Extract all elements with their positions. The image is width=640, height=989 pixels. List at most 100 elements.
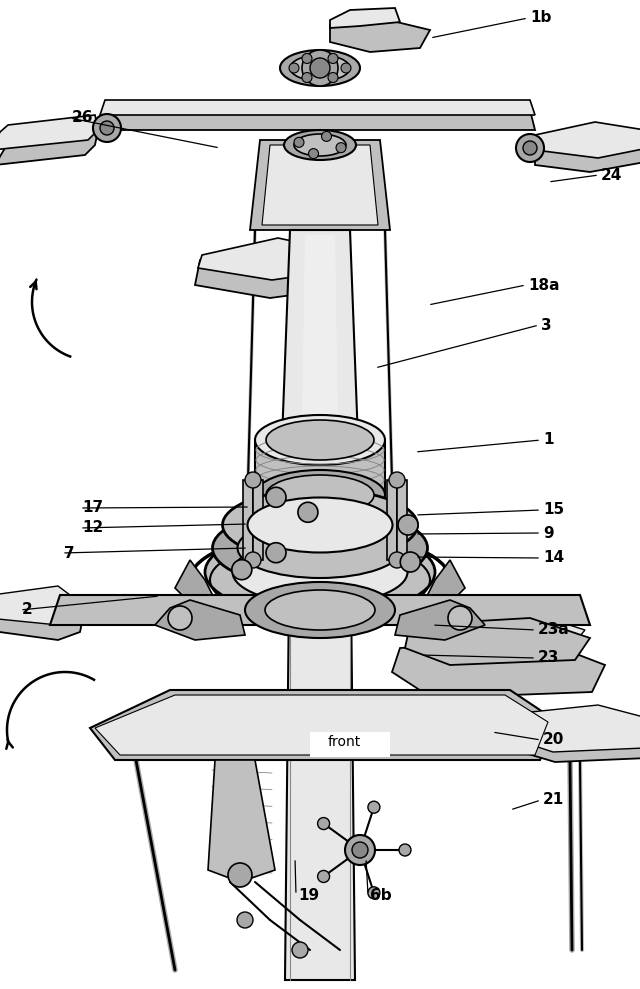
Polygon shape (425, 560, 465, 608)
Polygon shape (100, 100, 535, 115)
Text: 19: 19 (298, 887, 319, 903)
Circle shape (294, 137, 304, 147)
Circle shape (308, 148, 319, 158)
Circle shape (266, 543, 286, 563)
Ellipse shape (255, 415, 385, 465)
Polygon shape (0, 120, 100, 165)
Text: 1b: 1b (530, 11, 552, 26)
Circle shape (523, 141, 537, 155)
Text: 18a: 18a (528, 278, 559, 293)
Text: 1: 1 (543, 432, 554, 447)
Circle shape (93, 114, 121, 142)
Text: 9: 9 (543, 525, 554, 541)
Text: 23: 23 (538, 651, 559, 666)
Circle shape (317, 818, 330, 830)
Ellipse shape (245, 582, 395, 638)
Ellipse shape (266, 420, 374, 460)
Polygon shape (0, 586, 82, 625)
Polygon shape (285, 495, 355, 980)
Text: 24: 24 (601, 167, 622, 183)
Polygon shape (262, 145, 378, 225)
Ellipse shape (280, 50, 360, 86)
Circle shape (310, 58, 330, 78)
Text: 15: 15 (543, 502, 564, 517)
Ellipse shape (284, 130, 356, 160)
Circle shape (368, 887, 380, 899)
Circle shape (292, 942, 308, 958)
Text: 21: 21 (543, 792, 564, 807)
Circle shape (266, 488, 286, 507)
Polygon shape (250, 140, 390, 230)
Circle shape (245, 472, 261, 488)
Text: 7: 7 (64, 546, 75, 561)
Ellipse shape (212, 508, 428, 588)
Polygon shape (535, 130, 640, 172)
Ellipse shape (265, 590, 375, 630)
Polygon shape (175, 560, 215, 608)
Ellipse shape (205, 528, 435, 616)
Circle shape (245, 552, 261, 568)
Circle shape (516, 134, 544, 162)
Circle shape (100, 121, 114, 135)
Circle shape (352, 842, 368, 858)
Ellipse shape (248, 497, 392, 553)
Circle shape (328, 53, 338, 63)
Polygon shape (408, 612, 585, 652)
Circle shape (302, 50, 338, 86)
Polygon shape (395, 600, 485, 640)
Text: front: front (328, 735, 361, 749)
Ellipse shape (223, 489, 417, 561)
Polygon shape (253, 480, 263, 560)
Ellipse shape (237, 518, 403, 578)
Circle shape (345, 835, 375, 865)
Circle shape (232, 560, 252, 580)
Text: 12: 12 (82, 520, 103, 535)
Ellipse shape (290, 55, 350, 81)
Polygon shape (0, 590, 85, 640)
Circle shape (328, 72, 338, 82)
Ellipse shape (294, 134, 346, 156)
Circle shape (389, 552, 405, 568)
Polygon shape (100, 110, 535, 130)
Polygon shape (302, 235, 338, 435)
Polygon shape (392, 640, 605, 698)
Circle shape (341, 63, 351, 73)
Polygon shape (195, 242, 350, 298)
Ellipse shape (232, 540, 408, 604)
Text: 26: 26 (72, 111, 93, 126)
Polygon shape (535, 122, 640, 158)
Text: 2: 2 (22, 602, 33, 617)
Text: 3: 3 (541, 317, 552, 332)
Circle shape (400, 552, 420, 572)
Circle shape (398, 515, 418, 535)
Polygon shape (255, 440, 385, 495)
Polygon shape (387, 480, 397, 560)
Polygon shape (330, 8, 400, 28)
Polygon shape (282, 230, 358, 440)
Polygon shape (155, 600, 245, 640)
Text: 20: 20 (543, 733, 564, 748)
Polygon shape (208, 760, 275, 882)
Text: 23a: 23a (538, 622, 570, 638)
Circle shape (321, 132, 332, 141)
Polygon shape (330, 18, 430, 52)
Circle shape (368, 801, 380, 813)
Ellipse shape (255, 470, 385, 520)
Polygon shape (405, 618, 590, 665)
Circle shape (302, 53, 312, 63)
Polygon shape (397, 480, 407, 560)
Circle shape (298, 502, 318, 522)
Circle shape (399, 844, 411, 856)
Text: 17: 17 (82, 500, 103, 515)
Circle shape (237, 912, 253, 928)
Polygon shape (0, 115, 98, 150)
Text: 14: 14 (543, 551, 564, 566)
Circle shape (289, 63, 299, 73)
Polygon shape (510, 705, 640, 752)
Circle shape (448, 606, 472, 630)
Circle shape (389, 472, 405, 488)
Circle shape (317, 870, 330, 882)
Text: 6b: 6b (370, 887, 392, 903)
Polygon shape (95, 695, 548, 755)
Polygon shape (243, 480, 253, 560)
